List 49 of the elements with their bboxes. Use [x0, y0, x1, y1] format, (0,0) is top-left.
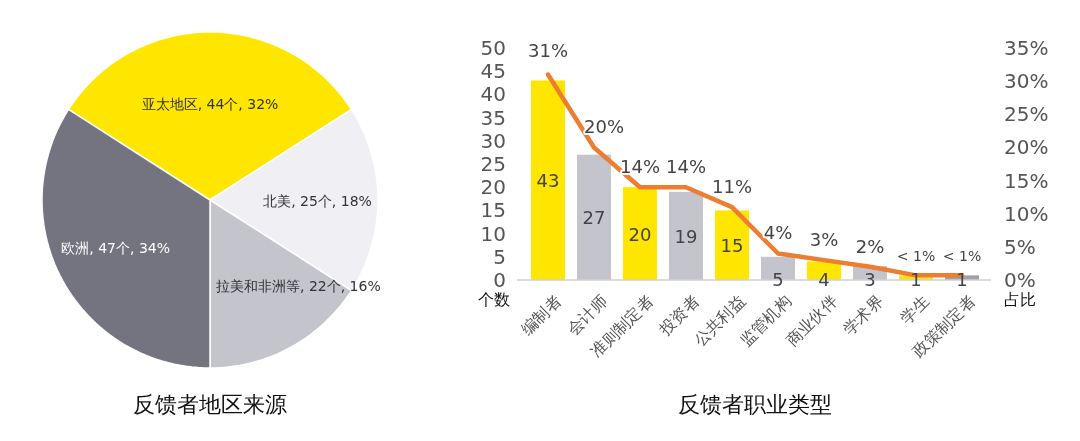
text: 反馈者地区来源 [133, 392, 287, 417]
y-tick-label: 40 [480, 82, 506, 107]
y2-tick-label: 5% [1004, 234, 1036, 259]
x-tick-label: 学生 [896, 291, 933, 328]
data-label: 14% [665, 156, 707, 178]
y-tick-label: 5 [493, 244, 506, 269]
y-tick-label: 10 [480, 221, 506, 246]
y-axis-title: 个数 [478, 290, 510, 309]
bar [622, 187, 658, 280]
slice-label: 亚太地区, 44个, 32% [141, 95, 279, 112]
slice-label: 拉美和非洲等, 22个, 16% [216, 278, 381, 295]
y2-tick-label: 25% [1004, 102, 1049, 127]
y-tick-label: 35 [480, 105, 506, 130]
data-label: 20% [583, 116, 625, 138]
y-tick-label: 30 [480, 128, 506, 153]
data-label: 5 [772, 269, 784, 290]
data-label: 27 [582, 207, 606, 229]
data-label: 4% [763, 222, 793, 244]
data-label: 20 [628, 223, 652, 245]
data-label: 31% [527, 39, 569, 61]
data-label: 14% [619, 156, 661, 178]
data-label: 43 [536, 170, 560, 192]
y-tick-label: 15 [480, 198, 506, 223]
slice-label: 北美, 25个, 18% [263, 193, 372, 209]
data-label: 3% [809, 229, 839, 251]
y2-axis-title: 占比 [1004, 290, 1036, 309]
x-tick-label: 学术界 [839, 291, 887, 339]
y-tick-label: 20 [480, 175, 506, 200]
x-tick-label: 编制者 [517, 291, 565, 339]
text: 反馈者职业类型 [678, 392, 832, 417]
y2-tick-label: 30% [1004, 69, 1049, 94]
y-tick-label: 45 [480, 59, 506, 84]
bar [530, 80, 566, 280]
y2-tick-label: 15% [1004, 168, 1049, 193]
y-tick-label: 50 [480, 36, 506, 60]
data-label: 15 [720, 235, 744, 257]
y2-tick-label: 0% [1004, 268, 1036, 292]
data-label: < 1% [942, 248, 982, 265]
y2-tick-label: 35% [1004, 36, 1049, 60]
data-label: 11% [711, 176, 753, 198]
data-label: 3 [864, 269, 876, 290]
y2-tick-label: 20% [1004, 135, 1049, 160]
slice-label: 欧洲, 47个, 34% [61, 239, 171, 256]
data-label: 19 [674, 225, 698, 247]
y-tick-label: 25 [480, 152, 506, 176]
y-tick-label: 0 [493, 268, 506, 292]
data-label: < 1% [896, 248, 936, 265]
data-label: 2% [855, 235, 885, 257]
y2-tick-label: 10% [1004, 201, 1049, 226]
